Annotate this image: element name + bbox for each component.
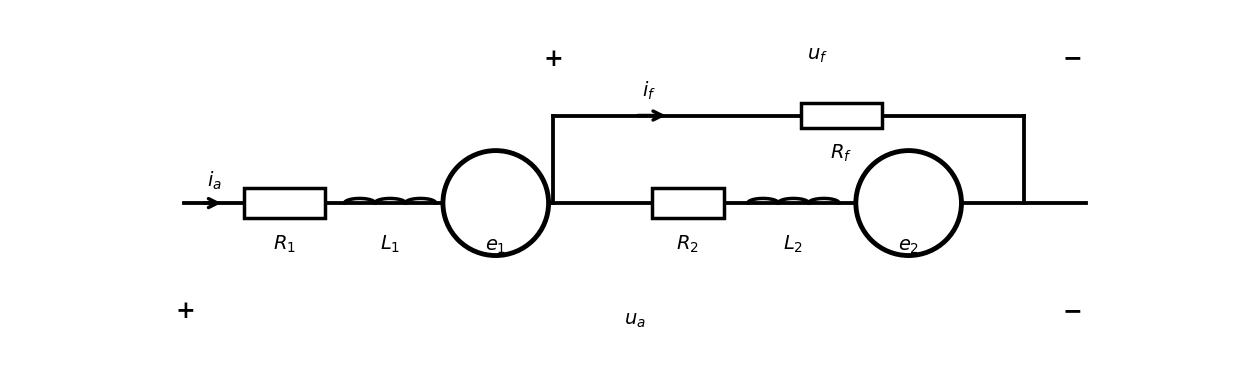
Text: $R_1$: $R_1$ bbox=[273, 233, 296, 255]
Text: $R_f$: $R_f$ bbox=[830, 143, 852, 164]
Text: +: + bbox=[544, 47, 564, 70]
Text: −: − bbox=[1062, 47, 1082, 70]
Text: $i_f$: $i_f$ bbox=[643, 80, 657, 102]
Text: $L_2$: $L_2$ bbox=[783, 233, 803, 255]
Text: $L_1$: $L_1$ bbox=[380, 233, 400, 255]
Text: +: + bbox=[176, 299, 196, 323]
Bar bbox=[652, 188, 724, 218]
Bar bbox=[244, 188, 326, 218]
Text: $i_a$: $i_a$ bbox=[207, 170, 222, 192]
Bar bbox=[800, 103, 882, 128]
Text: $e_2$: $e_2$ bbox=[898, 238, 919, 256]
Text: −: − bbox=[1062, 299, 1082, 323]
Text: $e_1$: $e_1$ bbox=[486, 238, 507, 256]
Text: $u_a$: $u_a$ bbox=[624, 312, 646, 330]
Ellipse shape bbox=[856, 150, 961, 255]
Ellipse shape bbox=[444, 150, 549, 255]
Text: $R_2$: $R_2$ bbox=[676, 233, 699, 255]
Text: $u_f$: $u_f$ bbox=[807, 47, 828, 65]
